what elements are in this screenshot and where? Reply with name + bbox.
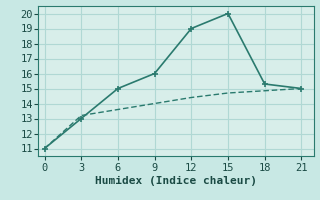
X-axis label: Humidex (Indice chaleur): Humidex (Indice chaleur) <box>95 176 257 186</box>
